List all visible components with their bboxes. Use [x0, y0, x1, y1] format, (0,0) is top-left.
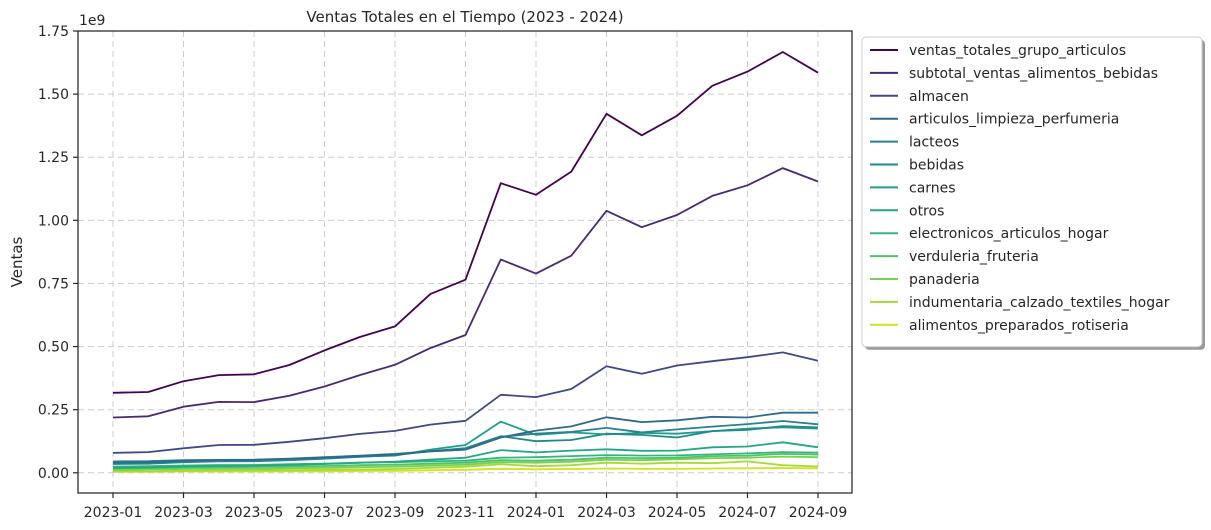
- x-tick-label: 2024-03: [577, 505, 636, 521]
- series-line-bebidas: [112, 425, 819, 465]
- series-line-ventas_totales_grupo_articulos: [112, 51, 819, 394]
- y-offset-label: 1e9: [79, 13, 105, 29]
- legend-box: [861, 36, 1203, 348]
- y-tick-label: 0.00: [38, 466, 69, 482]
- y-tick-label: 1.00: [38, 213, 69, 229]
- x-tick-label: 2023-11: [436, 505, 495, 521]
- series-line-panaderia: [112, 455, 819, 471]
- chart-title: Ventas Totales en el Tiempo (2023 - 2024…: [306, 8, 623, 26]
- y-tick-label: 0.25: [38, 403, 69, 419]
- legend-label: alimentos_preparados_rotiseria: [909, 318, 1129, 334]
- x-tick-label: 2023-01: [84, 505, 143, 521]
- legend-label: electronicos_articulos_hogar: [909, 226, 1109, 242]
- y-axis-label: Ventas: [8, 236, 26, 287]
- series-line-almacen: [112, 351, 819, 454]
- grid: [78, 30, 852, 493]
- y-tick-label: 1.25: [38, 150, 69, 166]
- series-lines: [112, 51, 819, 473]
- x-tick-label: 2024-07: [718, 505, 777, 521]
- x-tick-label: 2023-07: [295, 505, 354, 521]
- x-tick-label: 2024-09: [789, 505, 848, 521]
- legend-label: almacen: [909, 89, 969, 105]
- legend-label: ventas_totales_grupo_articulos: [909, 43, 1126, 59]
- legend-label: panaderia: [909, 272, 980, 288]
- legend-label: carnes: [909, 180, 956, 196]
- series-line-articulos_limpieza_perfumeria: [112, 411, 818, 464]
- legend-label: bebidas: [909, 158, 964, 174]
- legend-label: subtotal_ventas_alimentos_bebidas: [909, 66, 1158, 82]
- legend-label: indumentaria_calzado_textiles_hogar: [909, 295, 1170, 311]
- y-tick-label: 1.75: [38, 24, 69, 40]
- x-tick-label: 2023-03: [154, 505, 213, 521]
- x-tick-label: 2023-09: [366, 505, 425, 521]
- series-line-otros: [112, 441, 819, 469]
- series-line-indumentaria_calzado_textiles_hogar: [113, 460, 819, 473]
- x-tick-label: 2023-05: [225, 505, 284, 521]
- axis-ticks: 0.00 0.25 0.50 0.75 1.00 1.25 1.50 1.75 2023-01 2…: [38, 24, 847, 521]
- y-tick-label: 0.50: [38, 340, 69, 356]
- legend-label: lacteos: [909, 135, 959, 151]
- legend: ventas_totales_grupo_articulos subtotal_v…: [861, 36, 1205, 350]
- legend-label: verduleria_fruteria: [909, 249, 1039, 265]
- legend-label: otros: [909, 203, 944, 219]
- legend-label: articulos_limpieza_perfumeria: [909, 112, 1119, 128]
- x-tick-label: 2024-05: [648, 505, 707, 521]
- series-line-subtotal_ventas_alimentos_bebidas: [112, 167, 819, 419]
- plot-frame: [77, 30, 853, 494]
- series-line-alimentos_preparados_rotiseria: [113, 467, 819, 473]
- y-tick-label: 1.50: [38, 87, 69, 103]
- x-tick-label: 2024-01: [507, 505, 566, 521]
- y-tick-label: 0.75: [38, 276, 69, 292]
- series-line-verduleria_fruteria: [112, 452, 819, 470]
